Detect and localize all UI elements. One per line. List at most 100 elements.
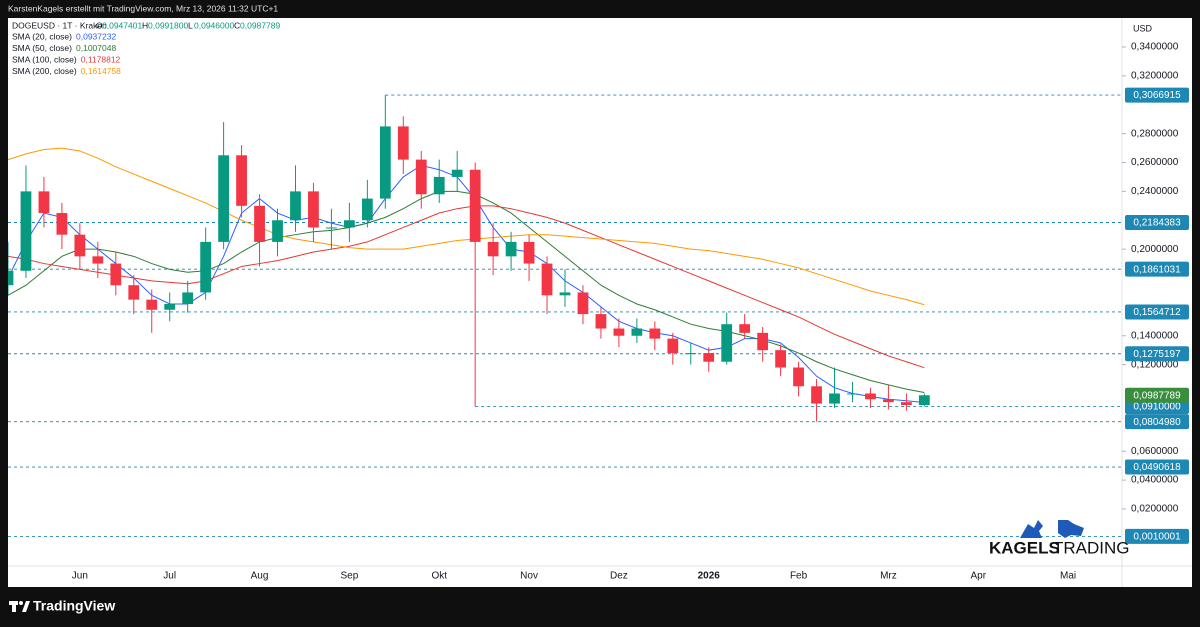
legend-name: SMA (50, close) xyxy=(12,43,72,53)
level-label: 0,1564712 xyxy=(1133,307,1181,318)
level-label-box xyxy=(1125,87,1189,103)
level-label-box xyxy=(1125,261,1189,277)
level-label-box xyxy=(1125,459,1189,475)
level-label: 0,0490618 xyxy=(1133,462,1181,473)
candle-body xyxy=(649,328,661,339)
candle-body xyxy=(110,263,122,286)
candle-body xyxy=(254,205,265,242)
y-tick-label: 0,2600000 xyxy=(1131,157,1179,168)
candle-body xyxy=(164,303,176,310)
bull-bear-logo xyxy=(1020,520,1084,538)
candle-body xyxy=(577,292,589,315)
x-tick-label: Dez xyxy=(610,571,628,582)
level-label: 0,1275197 xyxy=(1133,349,1181,360)
ohlc-key: H xyxy=(142,20,148,30)
level-label: 0,0804980 xyxy=(1133,417,1181,428)
candle-body xyxy=(20,191,32,271)
candle-body xyxy=(667,338,679,354)
level-label: 0,3066915 xyxy=(1133,90,1181,101)
ohlc-value: 0,0991800 xyxy=(148,20,188,30)
y-tick-label: 0,2000000 xyxy=(1131,244,1179,255)
candle-body xyxy=(236,155,247,206)
x-tick-label: Okt xyxy=(431,571,447,582)
y-tick-label: 0,0600000 xyxy=(1131,446,1179,457)
y-tick-label: 0,2800000 xyxy=(1131,128,1179,139)
candle-body xyxy=(883,399,894,403)
candle-body xyxy=(757,332,769,351)
candle-body xyxy=(128,285,140,300)
level-label: 0,0910000 xyxy=(1133,402,1181,413)
watermark-right: TRADING xyxy=(1053,538,1130,557)
symbol: DOGEUSD · 1T · Kraken xyxy=(12,20,107,30)
legend-name: SMA (200, close) xyxy=(12,66,77,76)
chart-panel xyxy=(8,18,1192,587)
candle-body xyxy=(8,270,14,286)
candle-body xyxy=(397,126,409,160)
level-label-box xyxy=(1125,304,1189,320)
ohlc-key: O xyxy=(96,20,103,30)
plot xyxy=(8,94,1122,537)
x-tick-label: Nov xyxy=(520,571,538,582)
candle-body xyxy=(182,292,194,304)
candle-body xyxy=(739,324,751,333)
x-tick-label: Apr xyxy=(970,571,986,582)
brand: TradingView xyxy=(33,598,115,614)
sma-line xyxy=(8,190,925,393)
candle-body xyxy=(218,155,230,242)
candle-body xyxy=(900,402,912,406)
legend-name: SMA (20, close) xyxy=(12,31,72,41)
candle-body xyxy=(200,241,212,293)
level-label-box xyxy=(1125,215,1189,231)
candle-body xyxy=(703,353,715,362)
y-tick-label: 0,3200000 xyxy=(1131,71,1179,82)
last-price-label: 0,0987789 xyxy=(1133,390,1181,401)
candle-body xyxy=(541,263,553,296)
candle-body xyxy=(361,198,373,221)
candle-body xyxy=(92,256,104,264)
candle-body xyxy=(433,176,445,195)
candle-body xyxy=(793,367,804,387)
candle-body xyxy=(469,169,481,242)
axes: 0,3400000 0,3200000 0,2800000 0,2600000 0,24… xyxy=(72,42,1189,582)
x-tick-label: Feb xyxy=(790,571,808,582)
unit-label: USD xyxy=(1133,23,1153,33)
watermark-left: KAGELS xyxy=(989,538,1060,557)
candle-body xyxy=(559,292,571,296)
candle-body xyxy=(523,241,535,264)
sma-line xyxy=(8,147,925,306)
x-tick-label: Sep xyxy=(340,571,358,582)
legend-value: 0,0937232 xyxy=(76,31,116,41)
candle-body xyxy=(829,393,840,404)
y-tick-label: 0,3400000 xyxy=(1131,42,1179,53)
ohlc-key: C xyxy=(234,20,240,30)
candle-body xyxy=(721,324,733,362)
candle-body xyxy=(272,220,283,242)
y-tick-label: 0,1400000 xyxy=(1131,330,1179,341)
candle-body xyxy=(847,393,858,395)
y-tick-label: 0,2400000 xyxy=(1131,186,1179,197)
x-tick-label: Jul xyxy=(163,571,176,582)
ohlc-value: 0,0987789 xyxy=(240,20,280,30)
y-tick-label: 0,1200000 xyxy=(1131,359,1179,370)
level-label-box xyxy=(1125,528,1189,544)
candle-body xyxy=(38,191,50,214)
candle-body xyxy=(505,241,517,257)
candle-body xyxy=(74,234,86,257)
legend-name: SMA (100, close) xyxy=(12,54,77,64)
ohlc-key: L xyxy=(188,20,193,30)
candle-body xyxy=(811,386,822,404)
x-tick-label: Mai xyxy=(1060,571,1076,582)
candle-body xyxy=(775,350,787,368)
candle-body xyxy=(56,213,68,235)
legend-value: 0,1178812 xyxy=(81,54,121,64)
x-tick-label: Jun xyxy=(72,571,88,582)
legend-value: 0,1007048 xyxy=(76,43,116,53)
candle-body xyxy=(685,353,697,355)
candle-body xyxy=(451,169,463,177)
candle-body xyxy=(415,159,427,195)
candle-body xyxy=(290,191,301,221)
x-tick-label: 2026 xyxy=(698,571,721,582)
candle-body xyxy=(595,314,607,329)
level-label: 0,1861031 xyxy=(1133,264,1181,275)
